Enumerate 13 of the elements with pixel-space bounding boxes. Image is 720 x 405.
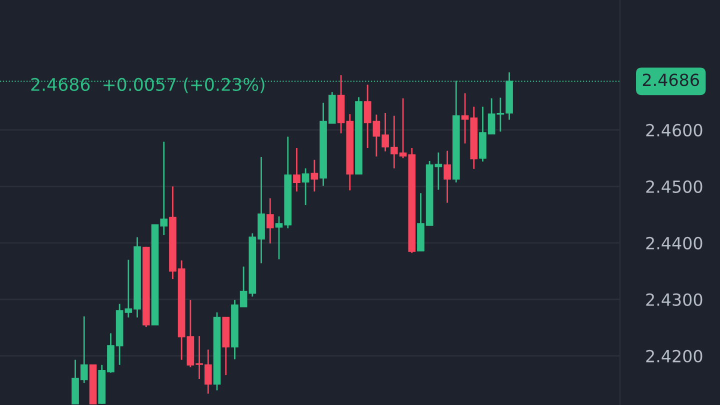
y-tick-label: 2.4600 <box>646 124 702 136</box>
y-tick-label: 2.4400 <box>646 236 702 250</box>
candlestick <box>293 147 300 192</box>
ref-line-label: 2.4686 <box>642 74 699 86</box>
text: 2.4686 +0.0057 (+0.23%) <box>31 78 264 94</box>
candlestick <box>444 150 451 204</box>
y-tick-label: 2.4500 <box>646 180 702 193</box>
y-tick-label: 2.4300 <box>646 293 702 306</box>
candlestick <box>310 159 318 192</box>
y-tick-label: 2.4200 <box>646 350 702 362</box>
candlestick <box>364 84 372 149</box>
candlestick <box>266 198 274 244</box>
candlestick <box>302 168 310 206</box>
